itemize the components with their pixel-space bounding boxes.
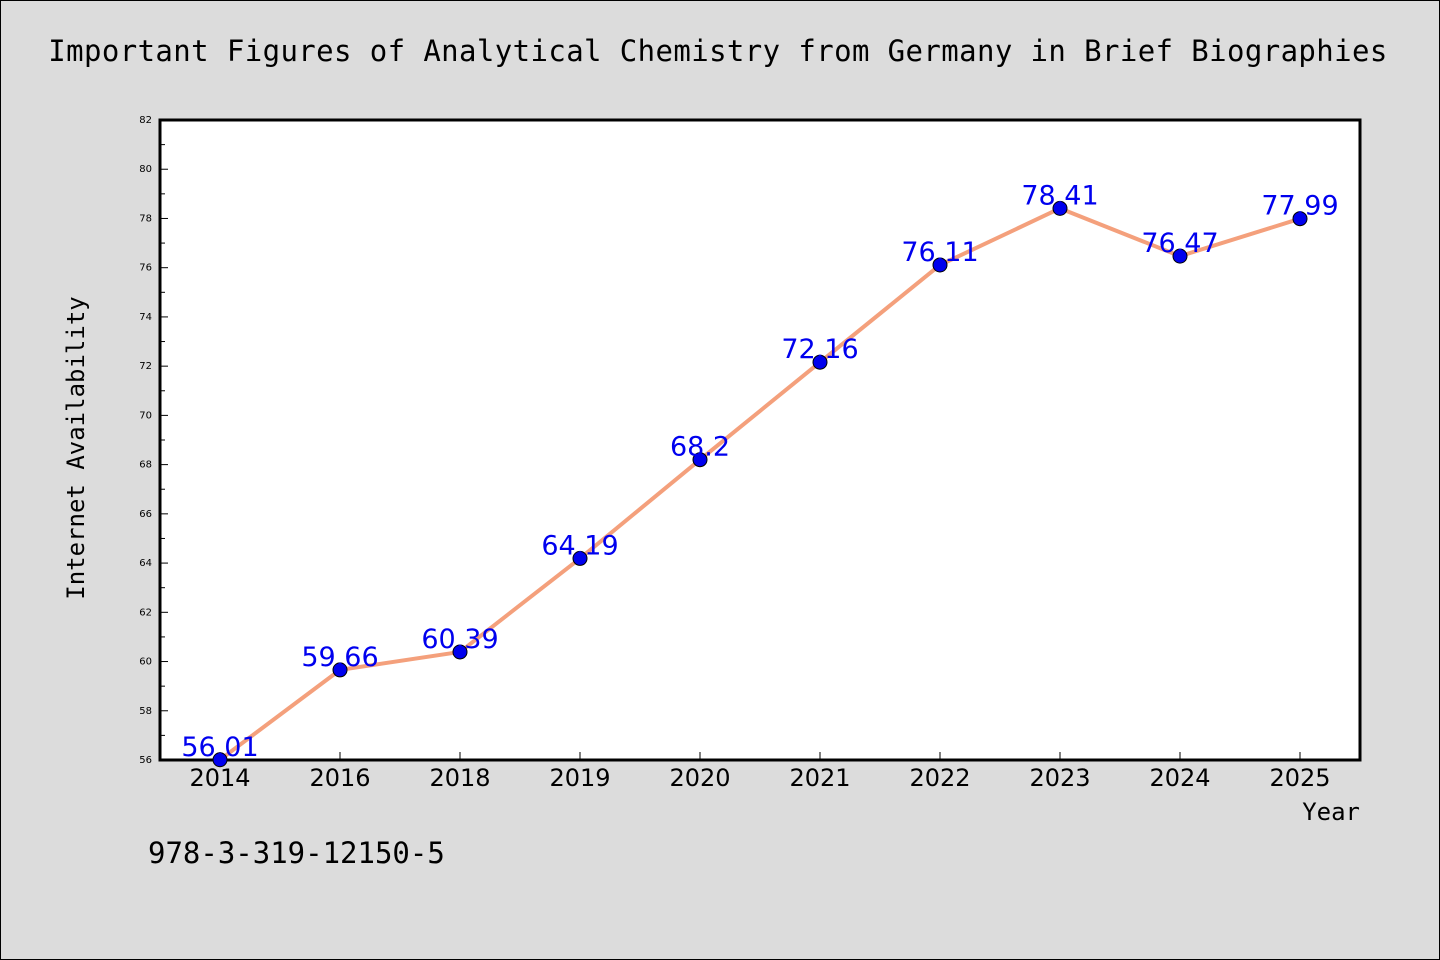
x-tick-label: 2022 [909, 764, 970, 792]
y-tick-label: 64 [139, 558, 152, 569]
data-labels: 56.01 59.66 60.39 64.19 68.2 72.16 76.11 78.41 7… [181, 180, 1338, 762]
y-tick-label: 68 [139, 460, 152, 471]
plot-area [158, 118, 1362, 762]
data-point [212, 752, 228, 768]
data-point [932, 257, 948, 273]
y-tick-label: 60 [139, 657, 152, 668]
y-tick-label: 82 [139, 115, 152, 126]
x-tick-label: 2018 [429, 764, 490, 792]
data-label: 64.19 [541, 530, 618, 561]
chart-title: Important Figures of Analytical Chemistr… [48, 34, 1388, 68]
y-tick-label: 76 [139, 263, 152, 274]
data-label: 72.16 [781, 334, 858, 365]
x-axis-label: Year [1302, 798, 1360, 826]
y-tick-label: 66 [139, 509, 152, 520]
series-line [218, 206, 1301, 762]
data-point [332, 662, 348, 678]
y-axis-label: Internet Availability [62, 296, 90, 599]
y-tick-label: 58 [139, 706, 152, 717]
data-point [452, 644, 468, 660]
data-label: 59.66 [301, 642, 378, 673]
data-label: 68.2 [670, 432, 730, 463]
data-markers [212, 200, 1308, 768]
y-tick-label: 62 [139, 607, 152, 618]
data-point [692, 452, 708, 468]
x-axis-ticks: 2014 2016 2018 2019 2020 2021 2022 2023 2024 2025 [189, 752, 1331, 792]
data-point [572, 550, 588, 566]
isbn-text: 978-3-319-12150-5 [148, 836, 445, 870]
x-tick-label: 2024 [1149, 764, 1210, 792]
x-tick-label: 2020 [669, 764, 730, 792]
x-tick-label: 2025 [1269, 764, 1330, 792]
y-tick-label: 74 [139, 312, 152, 323]
data-point [1172, 248, 1188, 264]
data-label: 56.01 [181, 732, 258, 763]
data-label: 78.41 [1021, 180, 1098, 211]
data-label: 76.47 [1141, 228, 1218, 259]
data-label: 76.11 [901, 237, 978, 268]
y-tick-label: 80 [139, 164, 152, 175]
x-tick-label: 2016 [309, 764, 370, 792]
y-tick-label: 56 [139, 755, 152, 766]
y-tick-label: 78 [139, 213, 152, 224]
y-tick-label: 72 [139, 361, 152, 372]
data-label: 77.99 [1261, 191, 1338, 222]
x-tick-label: 2021 [789, 764, 850, 792]
x-tick-label: 2023 [1029, 764, 1090, 792]
y-tick-label: 70 [139, 410, 152, 421]
y-axis-ticks: 56 58 60 62 64 66 68 70 72 74 76 78 80 82 [139, 115, 168, 766]
data-point [1292, 211, 1308, 227]
data-point [812, 354, 828, 370]
data-label: 60.39 [421, 624, 498, 655]
x-tick-label: 2019 [549, 764, 610, 792]
data-point [1052, 200, 1068, 216]
x-tick-label: 2014 [189, 764, 250, 792]
